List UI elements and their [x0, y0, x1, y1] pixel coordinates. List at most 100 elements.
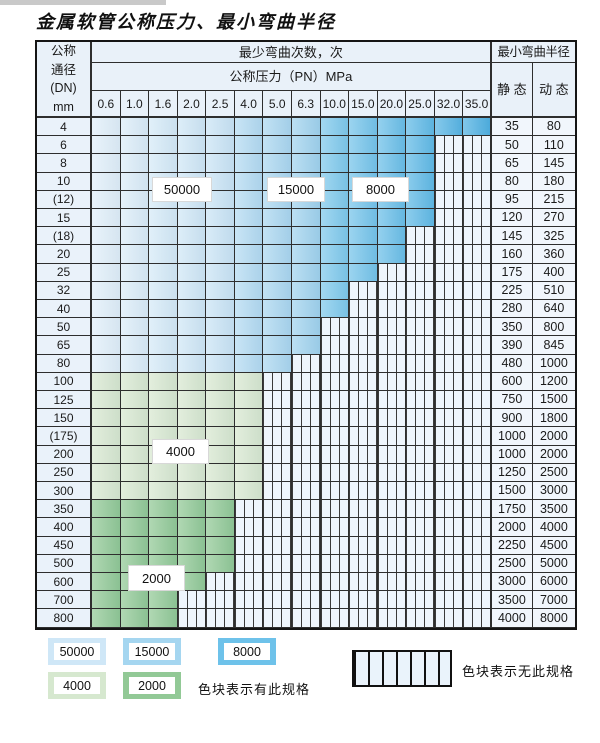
static-radius-cell: 350 [491, 318, 533, 337]
static-radius-cell: 480 [491, 354, 533, 373]
rated-cell [92, 281, 121, 301]
rated-cell [320, 190, 350, 210]
no-spec-cell [349, 554, 378, 574]
static-radius-cell: 600 [491, 372, 533, 392]
no-spec-cell [320, 354, 350, 373]
rated-cell [120, 190, 150, 210]
rated-cell [92, 318, 121, 337]
no-spec-cell [406, 409, 435, 428]
no-spec-cell [406, 482, 435, 501]
dynamic-radius-cell: 2000 [532, 445, 575, 464]
rated-cell [177, 281, 207, 301]
rated-cell [406, 190, 435, 210]
rated-cell [92, 172, 121, 191]
no-spec-cell [406, 591, 435, 610]
no-spec-cell [406, 427, 435, 446]
rated-cell [92, 300, 121, 319]
no-spec-cell [434, 172, 464, 191]
static-radius-cell: 145 [491, 227, 533, 246]
dynamic-radius-cell: 1000 [532, 354, 575, 373]
rated-cell [120, 209, 150, 228]
no-spec-cell [434, 300, 464, 319]
rated-cell [463, 118, 492, 137]
rated-cell [120, 154, 150, 173]
rated-cell [177, 500, 207, 519]
dynamic-radius-cell: 510 [532, 281, 575, 301]
rated-cell [320, 209, 350, 228]
rated-cell [263, 227, 292, 246]
no-spec-cell [434, 518, 464, 537]
no-spec-cell [320, 318, 350, 337]
rated-cell [206, 318, 235, 337]
rated-cell [291, 118, 321, 137]
rated-cell [320, 227, 350, 246]
static-column-header: 静 态 [491, 63, 533, 118]
rated-cell [320, 245, 350, 264]
static-radius-cell: 1000 [491, 427, 533, 446]
rated-cell [234, 354, 264, 373]
no-spec-cell [291, 609, 321, 628]
no-spec-cell [463, 482, 492, 501]
no-spec-cell [377, 536, 407, 555]
rated-cell [234, 482, 264, 501]
no-spec-cell [349, 409, 378, 428]
no-spec-cell [377, 409, 407, 428]
no-spec-cell [291, 409, 321, 428]
no-spec-cell [434, 609, 464, 628]
rated-cell [206, 482, 235, 501]
no-spec-cell [234, 591, 264, 610]
no-spec-cell [434, 318, 464, 337]
no-spec-cell [263, 573, 292, 592]
rated-cell [120, 409, 150, 428]
no-spec-cell [434, 245, 464, 264]
dynamic-radius-cell: 1500 [532, 391, 575, 410]
dn-cell: 400 [37, 518, 92, 537]
dn-header-line: mm [53, 99, 74, 114]
no-spec-cell [434, 536, 464, 555]
static-radius-cell: 1000 [491, 445, 533, 464]
no-spec-cell [377, 609, 407, 628]
no-spec-cell [406, 372, 435, 392]
no-spec-cell [377, 391, 407, 410]
no-spec-cell [291, 573, 321, 592]
no-spec-cell [406, 391, 435, 410]
no-spec-cell [349, 445, 378, 464]
rated-cell [92, 573, 121, 592]
no-spec-cell [434, 427, 464, 446]
no-spec-cell [263, 482, 292, 501]
rated-cell [149, 354, 178, 373]
rated-cell [206, 263, 235, 282]
rated-cell [234, 118, 264, 137]
rated-cell [92, 536, 121, 555]
rated-cell [234, 227, 264, 246]
no-spec-cell [177, 609, 207, 628]
dynamic-radius-cell: 145 [532, 154, 575, 173]
rated-cell [406, 118, 435, 137]
legend-swatch: 15000 [123, 638, 181, 665]
no-spec-cell [434, 409, 464, 428]
rated-cell [206, 445, 235, 464]
no-spec-cell [406, 554, 435, 574]
rated-cell [177, 391, 207, 410]
no-spec-cell [434, 281, 464, 301]
rated-cell [206, 136, 235, 155]
rated-cell [120, 300, 150, 319]
rated-cell [206, 118, 235, 137]
dynamic-radius-cell: 8000 [532, 609, 575, 628]
rated-cell [92, 518, 121, 537]
no-spec-cell [263, 500, 292, 519]
no-spec-cell [349, 336, 378, 355]
legend-no-spec-swatch [352, 650, 452, 687]
no-spec-cell [349, 518, 378, 537]
dynamic-radius-cell: 110 [532, 136, 575, 155]
no-spec-cell [234, 554, 264, 574]
no-spec-cell [406, 300, 435, 319]
no-spec-cell [206, 591, 235, 610]
no-spec-cell [320, 336, 350, 355]
pressure-column-header: 25.0 [406, 91, 435, 118]
dynamic-radius-cell: 270 [532, 209, 575, 228]
rated-cell [92, 136, 121, 155]
rated-cell [92, 591, 121, 610]
rated-cell [120, 245, 150, 264]
rated-cell [177, 245, 207, 264]
